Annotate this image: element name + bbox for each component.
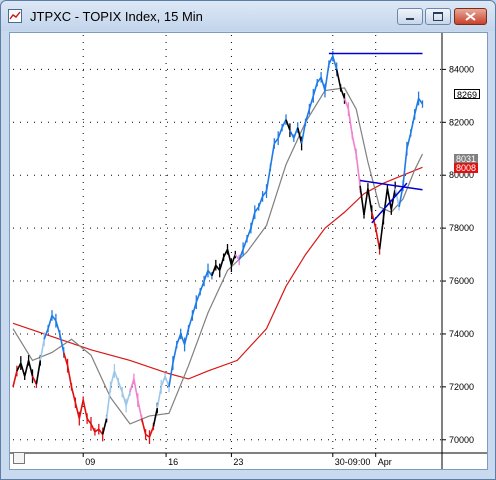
upper-level-tag: 8031 — [454, 154, 479, 164]
y-tick-label: 70000 — [449, 435, 474, 445]
moving-average-long-line — [12, 166, 423, 380]
close-icon — [465, 12, 476, 21]
maximize-button[interactable] — [425, 8, 451, 25]
price-segment — [211, 264, 217, 277]
price-segment — [347, 108, 354, 136]
price-segment — [20, 362, 26, 377]
price-segment — [250, 212, 256, 229]
price-segment — [35, 360, 42, 385]
scroll-handle[interactable] — [13, 452, 25, 464]
last-price-tag: 8269 — [454, 89, 481, 100]
minimize-icon — [406, 18, 414, 20]
moving-average-short-line — [12, 87, 424, 425]
y-tick-label: 82000 — [449, 117, 474, 127]
x-tick-label: 23 — [233, 457, 243, 467]
price-segment — [265, 167, 272, 192]
lower-level-tag: 8008 — [454, 163, 479, 173]
price-segment — [382, 188, 389, 218]
price-chart-svg: 70000 72000 74000 76000 78000 80000 82000 84000… — [10, 33, 487, 469]
price-segment — [230, 254, 237, 266]
y-tick-label: 84000 — [449, 64, 474, 74]
close-button[interactable] — [454, 8, 487, 25]
x-tick-label: 16 — [168, 457, 178, 467]
y-tick-label: 78000 — [449, 223, 474, 233]
price-segment — [359, 185, 365, 216]
trendline — [371, 182, 408, 224]
x-tick-label: Apr — [378, 457, 392, 467]
trendline — [359, 179, 423, 191]
y-tick-label: 74000 — [449, 329, 474, 339]
y-tick-label: 76000 — [449, 276, 474, 286]
price-segment — [172, 344, 178, 364]
price-segment — [16, 362, 22, 372]
y-tick-label: 72000 — [449, 382, 474, 392]
price-segment — [152, 407, 159, 427]
x-tick-label: 30-09:00 — [335, 457, 371, 467]
price-chart[interactable]: 70000 72000 74000 76000 78000 80000 82000 84000… — [9, 32, 488, 470]
price-segment — [324, 63, 330, 91]
maximize-icon — [433, 12, 443, 21]
price-segment — [191, 301, 198, 316]
title-bar[interactable]: JTPXC - TOPIX Index, 15 Min — [1, 1, 495, 31]
x-tick-label: 09 — [85, 457, 95, 467]
minimize-button[interactable] — [397, 8, 423, 25]
chart-app-icon — [8, 9, 22, 23]
window-title: JTPXC - TOPIX Index, 15 Min — [30, 9, 203, 24]
y-tick-label: 80000 — [449, 170, 474, 180]
price-segment — [254, 206, 260, 213]
